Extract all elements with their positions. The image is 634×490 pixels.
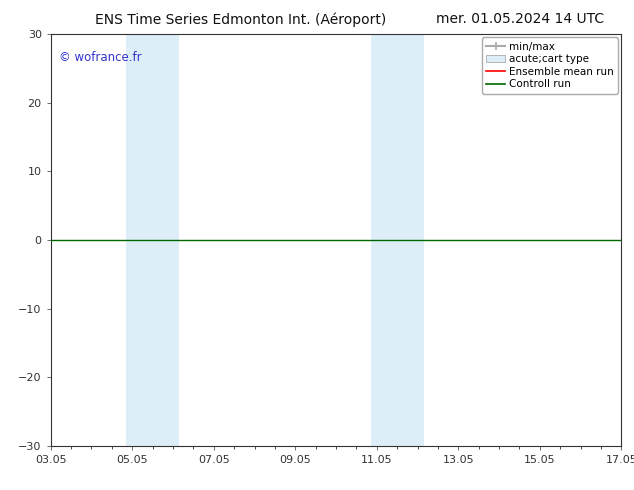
Bar <box>155 34 179 446</box>
Bar <box>126 34 155 446</box>
Legend: min/max, acute;cart type, Ensemble mean run, Controll run: min/max, acute;cart type, Ensemble mean … <box>482 37 618 94</box>
Text: ENS Time Series Edmonton Int. (Aéroport): ENS Time Series Edmonton Int. (Aéroport) <box>95 12 387 27</box>
Bar <box>371 34 399 446</box>
Text: mer. 01.05.2024 14 UTC: mer. 01.05.2024 14 UTC <box>436 12 604 26</box>
Text: © wofrance.fr: © wofrance.fr <box>59 51 142 64</box>
Bar <box>399 34 424 446</box>
